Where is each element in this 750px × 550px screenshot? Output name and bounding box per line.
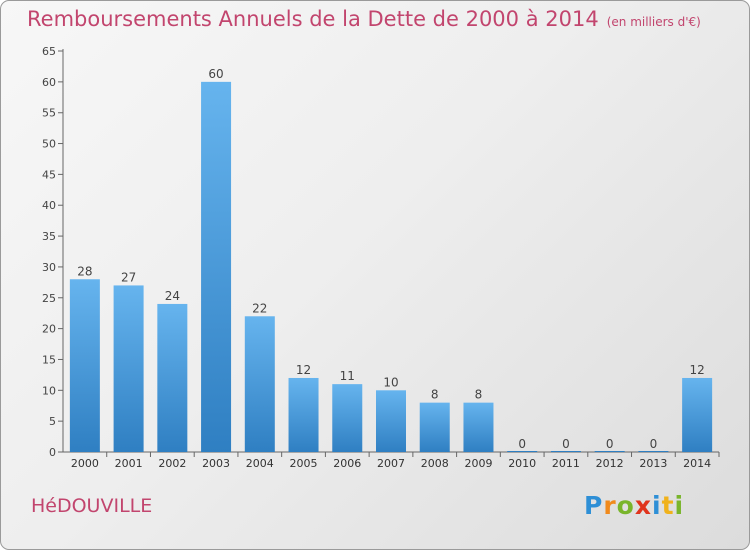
logo-letter: o <box>616 491 635 520</box>
logo-letter: i <box>674 491 685 520</box>
logo-letter: x <box>634 491 652 520</box>
chart-title: Remboursements Annuels de la Dette de 20… <box>27 7 701 31</box>
data-label: 10 <box>383 375 398 389</box>
data-label: 27 <box>121 270 136 284</box>
x-tick-label: 2009 <box>464 457 492 470</box>
x-tick-label: 2003 <box>202 457 230 470</box>
unit-label: (en milliers d'€) <box>606 15 701 29</box>
bar-2000 <box>69 279 100 452</box>
x-tick-label: 2005 <box>290 457 318 470</box>
x-tick-label: 2011 <box>552 457 580 470</box>
x-tick-label: 2004 <box>246 457 274 470</box>
bar-2003 <box>201 81 232 452</box>
data-label: 28 <box>77 264 92 278</box>
bar-2012 <box>594 451 625 452</box>
x-tick-label: 2007 <box>377 457 405 470</box>
x-tick-label: 2012 <box>596 457 624 470</box>
x-tick-label: 2002 <box>158 457 186 470</box>
data-label: 8 <box>431 388 439 402</box>
y-tick-label: 0 <box>49 446 56 459</box>
x-tick-label: 2006 <box>333 457 361 470</box>
y-tick-label: 50 <box>42 138 56 151</box>
y-tick-label: 60 <box>42 76 56 89</box>
y-tick-label: 30 <box>42 261 56 274</box>
bar-2008 <box>419 402 450 452</box>
bar-2005 <box>288 377 319 452</box>
y-tick-label: 55 <box>42 107 56 120</box>
bar-2014 <box>682 377 713 452</box>
data-label: 0 <box>518 437 526 451</box>
logo-letter: r <box>603 491 617 520</box>
data-label: 0 <box>562 437 570 451</box>
data-label: 0 <box>606 437 614 451</box>
bar-2010 <box>507 451 538 452</box>
y-tick-label: 5 <box>49 415 56 428</box>
logo-letter: t <box>661 491 675 520</box>
bar-2001 <box>113 285 144 452</box>
data-label: 11 <box>340 369 355 383</box>
commune-name: HéDOUVILLE <box>31 495 153 517</box>
y-tick-label: 65 <box>42 45 56 58</box>
data-label: 8 <box>475 388 483 402</box>
data-label: 12 <box>296 363 311 377</box>
bars <box>69 81 713 452</box>
x-tick-label: 2013 <box>639 457 667 470</box>
y-tick-label: 45 <box>42 168 56 181</box>
bar-2009 <box>463 402 494 452</box>
title-text: Remboursements Annuels de la Dette de 20… <box>27 7 599 31</box>
y-tick-label: 15 <box>42 353 56 366</box>
y-tick-label: 35 <box>42 230 56 243</box>
data-label: 22 <box>252 301 267 315</box>
proxiti-logo: Proxiti <box>584 491 684 520</box>
axes: 0 5 10 15 20 25 30 35 40 45 50 55 60 65 2000 2001 2002 20… <box>42 45 720 470</box>
x-tick-label: 2008 <box>421 457 449 470</box>
bar-2013 <box>638 451 669 452</box>
data-label: 12 <box>689 363 704 377</box>
logo-letter: P <box>584 491 604 520</box>
bar-2006 <box>332 384 363 452</box>
x-tick-label: 2001 <box>115 457 143 470</box>
y-tick-label: 40 <box>42 199 56 212</box>
y-tick-label: 25 <box>42 292 56 305</box>
bar-2007 <box>376 390 406 452</box>
y-tick-label: 10 <box>42 384 56 397</box>
data-label: 60 <box>208 67 223 81</box>
bar-2004 <box>244 316 275 452</box>
bar-2011 <box>550 451 581 452</box>
y-tick-label: 20 <box>42 323 56 336</box>
x-tick-label: 2010 <box>508 457 536 470</box>
labels: 28 27 24 60 22 12 11 10 8 8 0 0 0 0 12 <box>77 67 705 451</box>
bar-2002 <box>157 303 188 452</box>
data-label: 0 <box>650 437 658 451</box>
data-label: 24 <box>165 289 180 303</box>
x-tick-label: 2000 <box>71 457 99 470</box>
x-tick-label: 2014 <box>683 457 711 470</box>
logo-letter: i <box>652 491 662 520</box>
